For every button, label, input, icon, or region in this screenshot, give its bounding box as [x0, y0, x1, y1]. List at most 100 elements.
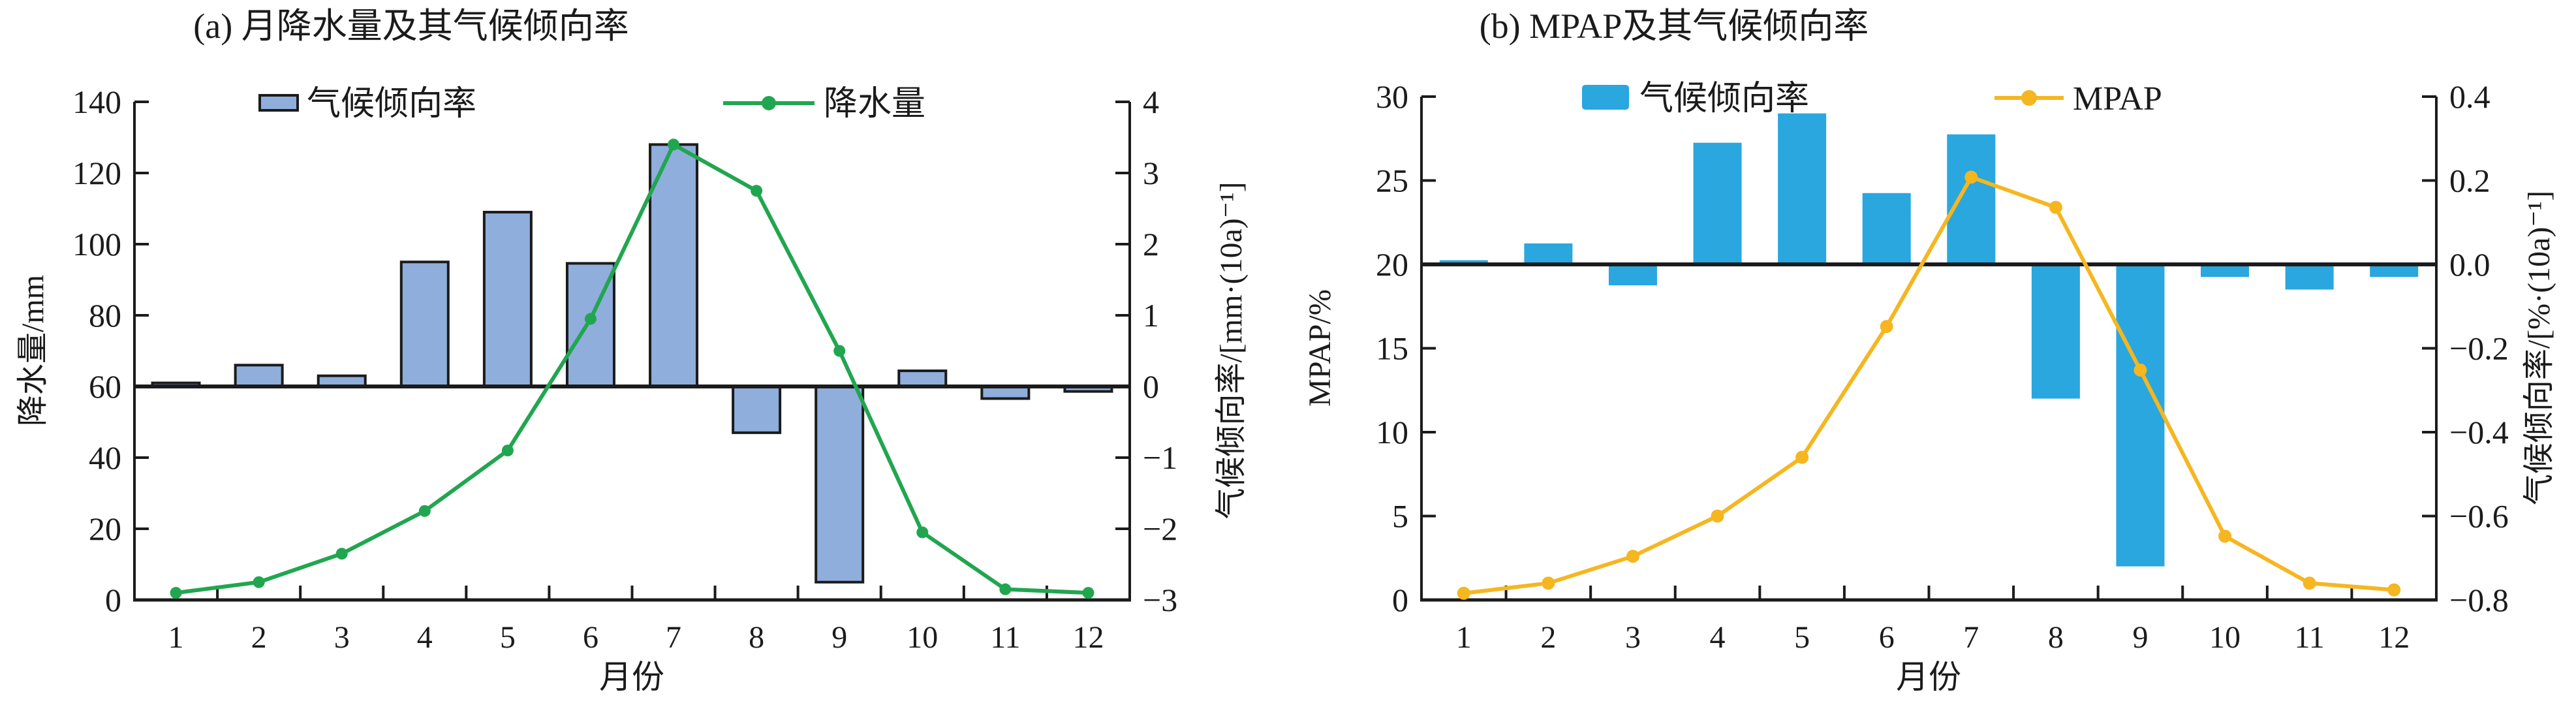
bar-month-2 — [234, 364, 284, 388]
line-series — [174, 142, 1091, 595]
line-marker-month-8 — [2049, 200, 2062, 214]
bar-month-9 — [2116, 264, 2165, 567]
left-axis-tick-label: 140 — [72, 84, 121, 120]
legend-line-marker — [2021, 90, 2037, 106]
left-axis-tick-label: 0 — [1392, 582, 1408, 618]
bar-month-12 — [2370, 264, 2419, 277]
x-tick-label-month: 12 — [1072, 620, 1104, 655]
bar-month-4 — [1693, 142, 1742, 264]
line-marker-month-1 — [1457, 586, 1470, 600]
line-marker-month-4 — [418, 505, 431, 517]
line-marker-month-12 — [1082, 587, 1094, 599]
line-marker-month-8 — [751, 185, 763, 197]
x-axis-title: 月份 — [1896, 659, 1961, 695]
left-axis-title: 降水量/mm — [16, 275, 50, 426]
right-axis-tick-label: −1 — [1143, 439, 1177, 476]
x-tick-label-month: 12 — [2378, 620, 2410, 655]
legend-label-line: 降水量 — [824, 86, 925, 123]
bar-month-7 — [649, 143, 699, 388]
line-marker-month-9 — [2134, 363, 2147, 377]
bar-month-9 — [815, 385, 865, 584]
right-axis-tick-label: −0.4 — [2449, 414, 2509, 450]
left-axis-tick-label: 10 — [1376, 414, 1408, 450]
x-tick-label-month: 8 — [749, 620, 764, 655]
line-marker-month-6 — [1880, 320, 1893, 334]
panel-title: (b) MPAP及其气候倾向率 — [1480, 7, 1869, 46]
right-axis-tick-label: 3 — [1143, 155, 1159, 191]
panel-title: (a) 月降水量及其气候倾向率 — [193, 7, 628, 46]
bar-month-7 — [1947, 134, 1996, 264]
right-axis-title: 气候倾向率/[%·(10a)⁻¹] — [2522, 191, 2556, 505]
bar-month-8 — [2031, 264, 2080, 399]
bar-month-2 — [1524, 243, 1573, 264]
bar-month-3 — [1608, 264, 1657, 286]
line-marker-month-10 — [2218, 529, 2232, 543]
line-marker-month-3 — [1626, 550, 1639, 563]
x-tick-label-month: 11 — [990, 620, 1020, 655]
right-axis-tick-label: 4 — [1143, 84, 1159, 120]
left-axis-tick-label: 20 — [1376, 246, 1408, 283]
line-marker-month-11 — [2303, 576, 2316, 590]
bar-month-11 — [2285, 264, 2334, 290]
left-axis-tick-label: 20 — [89, 511, 121, 547]
left-axis-tick-label: 120 — [72, 155, 121, 191]
bar-month-10 — [897, 369, 948, 388]
right-axis-tick-label: −0.6 — [2449, 498, 2509, 535]
x-tick-label-month: 9 — [2132, 620, 2148, 655]
line-marker-month-10 — [916, 526, 929, 539]
right-axis-tick-label: 0.2 — [2449, 163, 2491, 199]
line-marker-month-7 — [1964, 170, 1978, 184]
x-tick-label-month: 8 — [2048, 620, 2064, 655]
left-axis-tick-label: 100 — [72, 226, 121, 262]
left-axis-tick-label: 0 — [105, 582, 121, 618]
legend-line-marker — [762, 96, 776, 110]
x-tick-label-month: 11 — [2295, 620, 2325, 655]
line-marker-month-2 — [253, 576, 265, 588]
bar-month-10 — [2201, 264, 2250, 277]
right-axis-title: 气候倾向率/[mm·(10a)⁻¹] — [1214, 182, 1249, 520]
right-axis-tick-label: 0.4 — [2449, 78, 2491, 115]
x-tick-label-month: 4 — [1710, 620, 1726, 655]
right-axis-tick-label: −0.8 — [2449, 582, 2509, 618]
x-tick-label-month: 3 — [334, 620, 350, 655]
line-marker-month-7 — [668, 138, 680, 151]
left-axis-tick-label: 15 — [1376, 330, 1408, 367]
bar-month-4 — [399, 260, 450, 388]
legend-bar-swatch — [258, 94, 299, 112]
x-tick-label-month: 2 — [251, 620, 267, 655]
x-tick-label-month: 3 — [1625, 620, 1641, 655]
x-tick-label-month: 10 — [907, 620, 938, 655]
legend-label-bar: 气候倾向率 — [1639, 80, 1809, 118]
x-tick-label-month: 5 — [1794, 620, 1810, 655]
right-axis-tick-label: −3 — [1143, 582, 1177, 618]
left-axis-tick-label: 30 — [1376, 78, 1408, 115]
right-axis-tick-label: 1 — [1143, 297, 1159, 334]
right-axis-tick-label: 0 — [1143, 368, 1159, 405]
x-tick-label-month: 1 — [1456, 620, 1472, 655]
x-axis-title: 月份 — [599, 659, 664, 695]
line-marker-month-4 — [1711, 509, 1724, 523]
bar-month-5 — [1778, 113, 1827, 264]
x-tick-label-month: 5 — [500, 620, 516, 655]
left-axis-tick-label: 5 — [1392, 498, 1408, 535]
legend-bar-swatch — [1582, 85, 1629, 110]
x-tick-label-month: 9 — [831, 620, 847, 655]
right-axis-tick-label: 2 — [1143, 226, 1159, 262]
legend-label-line: MPAP — [2073, 80, 2162, 118]
line-marker-month-5 — [1795, 450, 1809, 464]
bar-month-5 — [482, 210, 533, 388]
x-tick-label-month: 2 — [1540, 620, 1556, 655]
line-marker-month-6 — [584, 313, 597, 325]
legend-label-bar: 气候倾向率 — [307, 86, 476, 123]
x-tick-label-month: 1 — [168, 620, 184, 655]
line-marker-month-2 — [1542, 576, 1555, 590]
left-axis-tick-label: 25 — [1376, 163, 1408, 199]
line-marker-month-9 — [833, 345, 846, 357]
bar-month-6 — [1862, 193, 1911, 264]
line-marker-month-5 — [501, 445, 514, 457]
line-marker-month-11 — [999, 583, 1012, 595]
x-tick-label-month: 7 — [666, 620, 681, 655]
